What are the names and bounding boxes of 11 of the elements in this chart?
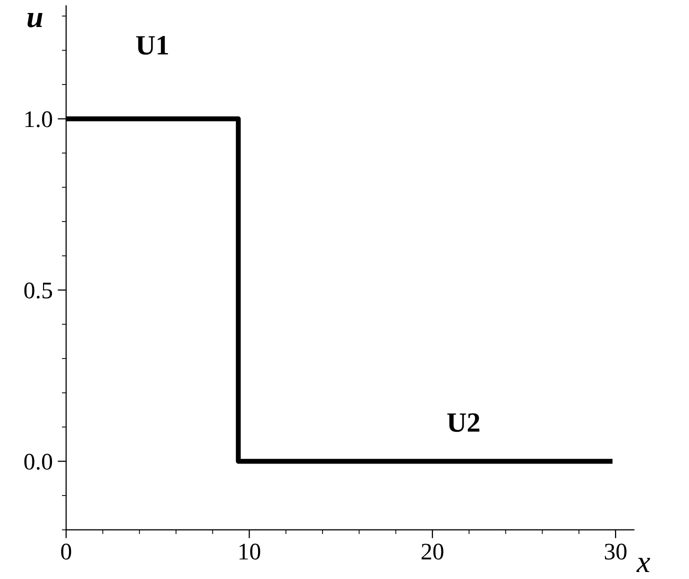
x-tick-label: 30: [604, 544, 626, 560]
y-tick-label: 1.0: [26, 111, 52, 128]
x-tick-label: 20: [422, 544, 444, 560]
annotation: U1: [136, 36, 168, 55]
y-axis-title: u: [28, 12, 42, 28]
annotation: U2: [447, 413, 480, 432]
x-tick-label: 0: [61, 544, 72, 560]
x-axis-title: x: [636, 558, 650, 572]
y-tick-label: 0.5: [24, 282, 52, 299]
x-tick-label: 10: [240, 544, 260, 560]
y-tick-label: 0.0: [24, 454, 52, 470]
